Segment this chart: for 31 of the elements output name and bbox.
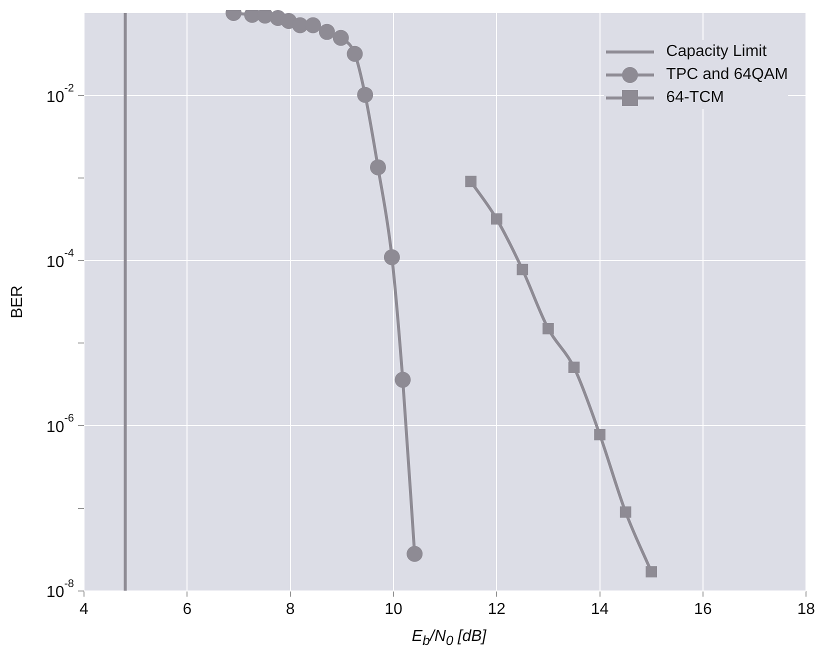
point: [370, 159, 386, 176]
x-tick-label: 8: [286, 600, 295, 618]
point: [305, 17, 322, 34]
y-axis-title: BER: [9, 285, 26, 318]
x-tick-label: 4: [80, 600, 89, 618]
point: [318, 24, 335, 40]
point: [465, 176, 476, 188]
x-tick-label: 18: [797, 600, 816, 618]
x-tick-label: 14: [590, 600, 609, 618]
point: [292, 17, 308, 34]
point: [357, 86, 374, 103]
x-axis-title: E$_{b}$/N$_{0}$ [dB]: [410, 628, 488, 648]
point: [332, 30, 349, 46]
x-tick-label: 6: [182, 600, 192, 618]
point: [594, 428, 606, 440]
legend-label: Capacity Limit: [666, 42, 767, 60]
point: [542, 322, 554, 334]
point: [516, 264, 528, 276]
point: [490, 213, 502, 225]
point: [646, 566, 658, 578]
point: [394, 372, 411, 388]
x-tick-label: 12: [488, 600, 506, 618]
legend-label: 64-TCM: [666, 88, 724, 106]
x-tick-label: 10: [384, 600, 402, 618]
point: [620, 506, 632, 518]
legend-label: TPC and 64QAM: [666, 66, 788, 84]
point: [406, 546, 423, 562]
x-tick-label: 16: [694, 600, 712, 618]
point: [384, 249, 400, 266]
point: [346, 46, 363, 62]
point: [568, 362, 580, 373]
